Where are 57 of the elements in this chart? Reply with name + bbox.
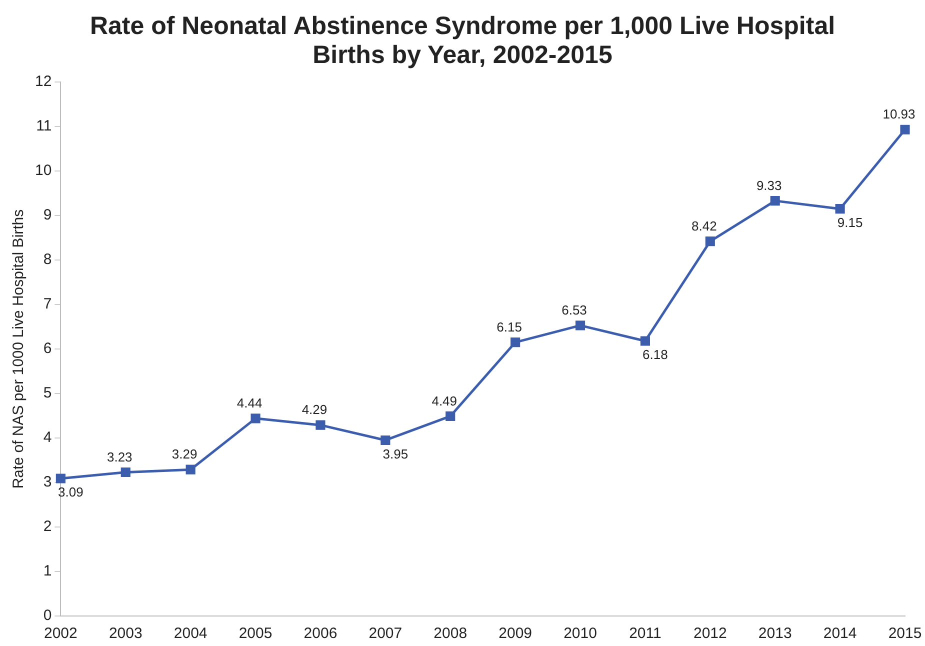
data-label: 4.49	[432, 393, 458, 408]
data-label: 3.09	[58, 484, 84, 500]
x-tick-label: 2014	[823, 625, 857, 642]
point	[640, 336, 650, 346]
y-tick-label: 2	[43, 518, 52, 536]
y-tick-label: 8	[43, 251, 52, 268]
y-tick-label: 11	[36, 118, 52, 135]
chart-title: Rate of Neonatal Abstinence Syndrome per 1,000 Live Hospital Births by Year, 2002-2015	[88, 12, 836, 70]
point	[900, 124, 910, 134]
y-tick-label: 1	[43, 562, 52, 580]
data-label: 6.53	[562, 302, 587, 318]
point	[705, 236, 715, 246]
data-label: 3.29	[172, 446, 198, 462]
x-tick-label: 2011	[629, 625, 662, 642]
x-tick-label: 2012	[693, 625, 727, 642]
point	[250, 414, 260, 424]
x-tick-label: 2007	[368, 625, 402, 642]
y-tick-label: 3	[43, 474, 52, 491]
y-tick-label: 6	[43, 340, 52, 358]
y-tick-label: 12	[34, 73, 52, 90]
y-tick-label: 4	[43, 429, 52, 446]
data-label: 4.29	[302, 402, 328, 418]
data-label: 3.95	[382, 446, 408, 462]
data-label: 9.33	[756, 178, 782, 193]
point	[446, 411, 456, 421]
x-tick-label: 2004	[174, 625, 208, 642]
point	[835, 204, 845, 214]
point	[316, 420, 326, 430]
y-axis-title: Rate of NAS per 1000 Live Hospital Births	[10, 209, 28, 489]
y-tick-label: 10	[34, 162, 52, 180]
x-tick-label: 2009	[498, 625, 532, 642]
data-label: 3.23	[106, 449, 132, 464]
data-label: 8.42	[692, 218, 717, 234]
x-tick-label: 2010	[564, 625, 597, 642]
x-tick-label: 2003	[108, 625, 142, 642]
y-tick-label: 5	[43, 384, 52, 402]
point	[510, 338, 520, 348]
y-tick-label: 9	[43, 206, 52, 224]
point	[186, 464, 196, 474]
point	[120, 467, 130, 478]
point	[575, 320, 586, 330]
data-label: 6.18	[642, 347, 668, 362]
x-tick-label: 2013	[758, 625, 792, 642]
data-label: 6.15	[496, 319, 522, 334]
y-tick-label: 7	[43, 296, 52, 313]
data-label: 4.44	[236, 396, 262, 410]
point	[770, 196, 780, 206]
x-tick-label: 2002	[44, 625, 78, 642]
data-label: 10.93	[882, 106, 916, 122]
x-tick-label: 2005	[238, 625, 272, 642]
point	[380, 435, 390, 446]
x-tick-label: 2006	[304, 625, 338, 642]
y-tick-label: 0	[43, 607, 52, 624]
point	[56, 474, 66, 484]
x-tick-label: 2015	[888, 625, 922, 642]
data-label: 9.15	[837, 214, 863, 230]
x-tick-label: 2008	[434, 625, 468, 642]
